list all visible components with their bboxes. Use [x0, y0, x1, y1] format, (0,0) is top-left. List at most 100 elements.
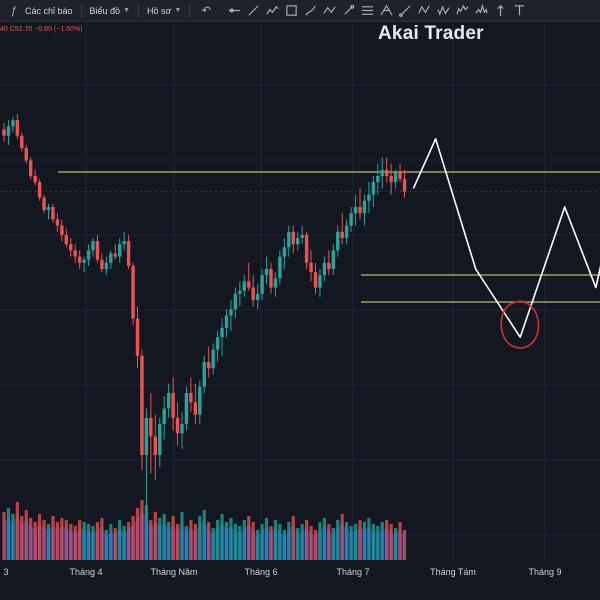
candle-body: [37, 182, 42, 198]
arrow-mark-tool[interactable]: [492, 3, 508, 19]
candle-body: [282, 247, 287, 257]
horizontal-line-tool[interactable]: [226, 3, 242, 19]
volume-bar: [273, 520, 278, 560]
indicators-button[interactable]: ƒ Các chỉ báo: [0, 0, 79, 22]
candle-body: [349, 213, 353, 226]
candle-body: [11, 120, 15, 127]
candle-body: [247, 281, 251, 288]
volume-bar: [367, 518, 371, 560]
candle-body: [233, 293, 238, 310]
volume-bar: [353, 524, 358, 560]
chevron-down-icon: ▼: [174, 7, 182, 14]
volume-bar: [131, 516, 135, 560]
candle-body: [122, 241, 126, 245]
candle-body: [385, 169, 389, 176]
candle-body: [273, 278, 278, 288]
candle-body: [278, 256, 282, 279]
elliott-wave-tool[interactable]: [454, 3, 470, 19]
candle-body: [402, 179, 407, 192]
volume-bar: [394, 528, 398, 560]
candle-body: [42, 197, 46, 211]
trend-line-tool[interactable]: [245, 3, 261, 19]
volume-bar: [38, 514, 42, 560]
candle-body: [15, 120, 20, 136]
candle-body: [73, 250, 77, 257]
drawing-tools: [226, 3, 527, 19]
ray-icon: [398, 5, 411, 17]
rectangle-tool[interactable]: [283, 3, 299, 19]
candle-body: [376, 176, 380, 183]
chart-menu-button[interactable]: Biểu đồ ▼: [84, 0, 136, 22]
xabcd-pattern-icon: [437, 5, 450, 16]
volume-bar: [238, 526, 242, 560]
volume-bar: [300, 524, 304, 560]
candle-body: [153, 436, 157, 455]
volume-bar: [2, 512, 6, 560]
fib-tool[interactable]: [264, 3, 280, 19]
time-tick-label: Tháng 9: [528, 567, 562, 577]
volume-bar: [385, 520, 389, 560]
candle-body: [162, 408, 166, 424]
volume-bar: [189, 520, 193, 560]
candle-body: [126, 241, 131, 266]
candle-body: [269, 269, 273, 288]
profile-menu-button[interactable]: Hồ sơ ▼: [141, 0, 187, 22]
text-tool[interactable]: [511, 3, 527, 19]
channel-tool[interactable]: [359, 3, 375, 19]
brush-tool[interactable]: [302, 3, 318, 19]
candle-body: [171, 393, 175, 418]
volume-bar: [229, 518, 233, 560]
candle-body: [82, 259, 86, 263]
abcd-pattern-tool[interactable]: [416, 3, 432, 19]
indicators-icon: ƒ: [10, 4, 18, 17]
volume-bar: [153, 512, 157, 560]
watermark-text: Akai Trader: [378, 23, 484, 44]
candle-body: [60, 225, 64, 235]
volume-bar: [118, 520, 122, 560]
candle-body: [229, 309, 233, 316]
volume-bar: [51, 516, 55, 560]
candle-body: [104, 262, 109, 269]
volume-bar: [69, 524, 73, 560]
candle-body: [251, 287, 255, 300]
projection-path: [412, 138, 600, 339]
ray-tool[interactable]: [397, 3, 413, 19]
volume-bar: [171, 516, 175, 560]
candle-body: [158, 424, 162, 455]
candle-body: [322, 262, 327, 276]
undo-button[interactable]: ↶: [192, 0, 220, 22]
volume-bar: [20, 516, 24, 560]
pitchfork-tool[interactable]: [378, 3, 394, 19]
volume-bar: [242, 520, 246, 560]
candle-body: [135, 318, 140, 356]
text-icon: [514, 5, 525, 16]
xabcd-pattern-tool[interactable]: [435, 3, 451, 19]
candle-body: [86, 250, 91, 260]
candle-body: [224, 315, 229, 328]
candle-body: [313, 272, 318, 288]
toolbar-divider: [80, 3, 82, 18]
volume-bar: [309, 526, 313, 560]
volume-bar: [24, 510, 28, 560]
time-axis[interactable]: 3 Tháng 4 Tháng Năm Tháng 6 Tháng 7 Thán…: [0, 562, 600, 600]
volume-bar: [313, 530, 318, 560]
time-tick-label: Tháng 6: [244, 567, 278, 577]
volume-bar: [104, 530, 108, 560]
candle-body: [95, 241, 100, 260]
candle-body: [309, 262, 313, 273]
volume-bar: [29, 518, 33, 560]
head-shoulders-icon: [475, 4, 488, 14]
candle-body: [353, 207, 358, 214]
volume-bar: [376, 526, 380, 560]
channel-icon: [361, 6, 373, 15]
candle-body: [344, 225, 349, 238]
volume-bar: [336, 520, 340, 560]
path-tool[interactable]: [321, 3, 337, 19]
candle-body: [144, 417, 149, 455]
anchor-tool[interactable]: [340, 3, 356, 19]
head-shoulders-tool[interactable]: [473, 3, 489, 19]
candle-body: [304, 234, 309, 263]
volume-bar: [287, 522, 291, 560]
fib-icon: [266, 5, 279, 15]
